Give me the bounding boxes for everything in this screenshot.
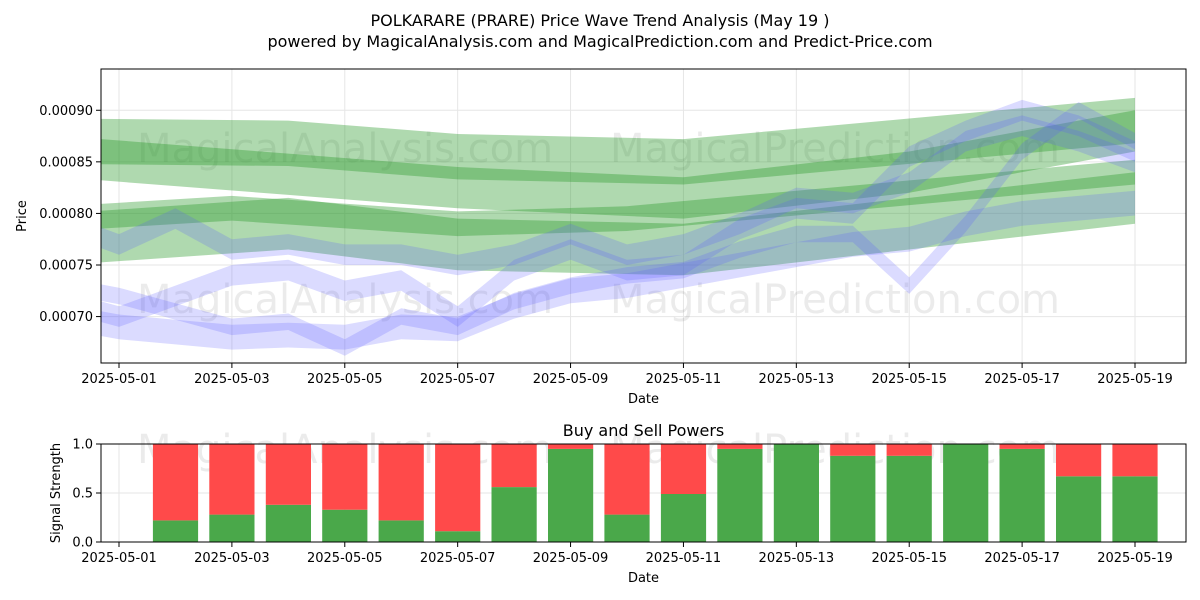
x-tick-label: 2025-05-09 [533, 551, 609, 566]
sell-bar [322, 444, 368, 510]
buy-bar [886, 455, 932, 542]
chart-title: POLKARARE (PRARE) Price Wave Trend Analy… [371, 11, 830, 30]
sell-bar [717, 444, 763, 449]
sell-bar [265, 444, 311, 505]
blue-wave-band [101, 190, 1135, 350]
sell-bar [604, 444, 650, 515]
sell-bar [435, 444, 481, 532]
x-tick-label: 2025-05-01 [81, 372, 157, 387]
y-tick-label: 0.5 [72, 487, 93, 502]
x-tick-label: 2025-05-15 [871, 372, 947, 387]
sell-bar [660, 444, 707, 494]
green-wave-band [101, 172, 1135, 276]
buy-bar [378, 520, 424, 542]
x-tick-label: 2025-05-03 [194, 372, 270, 387]
buy-bar [1112, 476, 1158, 542]
green-wave-band [101, 159, 1135, 237]
x-tick-label: 2025-05-07 [420, 551, 496, 566]
y-axis-label: Signal Strength [49, 443, 64, 543]
x-axis-label: Date [628, 571, 659, 586]
buy-bar [152, 520, 199, 542]
x-tick-label: 2025-05-07 [420, 372, 496, 387]
x-tick-label: 2025-05-03 [194, 551, 270, 566]
y-tick-label: 0.00075 [39, 259, 93, 274]
x-tick-label: 2025-05-05 [307, 372, 383, 387]
sell-bar [378, 444, 424, 521]
sell-bar [209, 444, 255, 515]
buy-bar [773, 444, 819, 542]
sell-bar [548, 444, 594, 449]
buy-bar [265, 504, 311, 542]
sell-bar [830, 444, 876, 456]
panel-title: Buy and Sell Powers [563, 421, 725, 440]
y-tick-label: 0.0 [72, 536, 93, 551]
plot-frame [100, 68, 1187, 364]
buy-bar [548, 448, 594, 542]
green-wave-band [101, 97, 1135, 185]
y-tick-label: 0.00080 [39, 207, 93, 222]
y-tick-label: 1.0 [72, 438, 93, 453]
watermark-text: MagicalAnalysis.com [137, 126, 553, 172]
buy-bar [717, 448, 763, 542]
buy-bar [604, 514, 650, 542]
y-axis-label: Price [15, 200, 30, 232]
y-tick-label: 0.00070 [39, 310, 93, 325]
buy-bar [322, 509, 368, 542]
price-wave-panel: MagicalAnalysis.com MagicalPrediction.com… [15, 68, 1187, 407]
x-tick-label: 2025-05-19 [1097, 551, 1173, 566]
x-tick-label: 2025-05-05 [307, 551, 383, 566]
buy-bar [491, 487, 537, 542]
buy-bar [999, 448, 1045, 542]
x-tick-label: 2025-05-15 [871, 551, 947, 566]
blue-wave-band [101, 99, 1135, 327]
green-wave-band [101, 110, 1135, 219]
x-tick-label: 2025-05-19 [1097, 372, 1173, 387]
x-tick-label: 2025-05-13 [759, 372, 835, 387]
watermark-text: MagicalPrediction.com [610, 277, 1060, 323]
sell-bar [1112, 444, 1158, 477]
x-tick-label: 2025-05-01 [81, 551, 157, 566]
x-tick-label: 2025-05-17 [984, 551, 1060, 566]
y-tick-label: 0.00090 [39, 104, 93, 119]
chart-subtitle: powered by MagicalAnalysis.com and Magic… [267, 32, 932, 51]
sell-bar [491, 444, 537, 488]
x-tick-label: 2025-05-11 [646, 551, 722, 566]
blue-wave-band [101, 115, 1135, 276]
x-tick-label: 2025-05-09 [533, 372, 609, 387]
watermark-text: MagicalPrediction.com [610, 126, 1060, 172]
buy-bar [660, 494, 707, 542]
x-tick-label: 2025-05-11 [646, 372, 722, 387]
buy-bar [435, 531, 481, 542]
y-tick-label: 0.00085 [39, 155, 93, 170]
x-axis-label: Date [628, 392, 659, 407]
buy-bar [943, 444, 989, 542]
x-tick-label: 2025-05-13 [759, 551, 835, 566]
buy-bar [209, 514, 255, 542]
watermark-text: MagicalAnalysis.com [137, 277, 553, 323]
buy-sell-panel: MagicalAnalysis.comMagicalPrediction.com… [49, 421, 1187, 586]
buy-bar [830, 455, 876, 542]
x-tick-label: 2025-05-17 [984, 372, 1060, 387]
bands-group [101, 97, 1135, 356]
sell-bar [886, 444, 932, 456]
buy-bar [1056, 476, 1102, 542]
sell-bar [999, 444, 1045, 449]
sell-bar [1056, 444, 1102, 477]
sell-bar [152, 444, 199, 521]
